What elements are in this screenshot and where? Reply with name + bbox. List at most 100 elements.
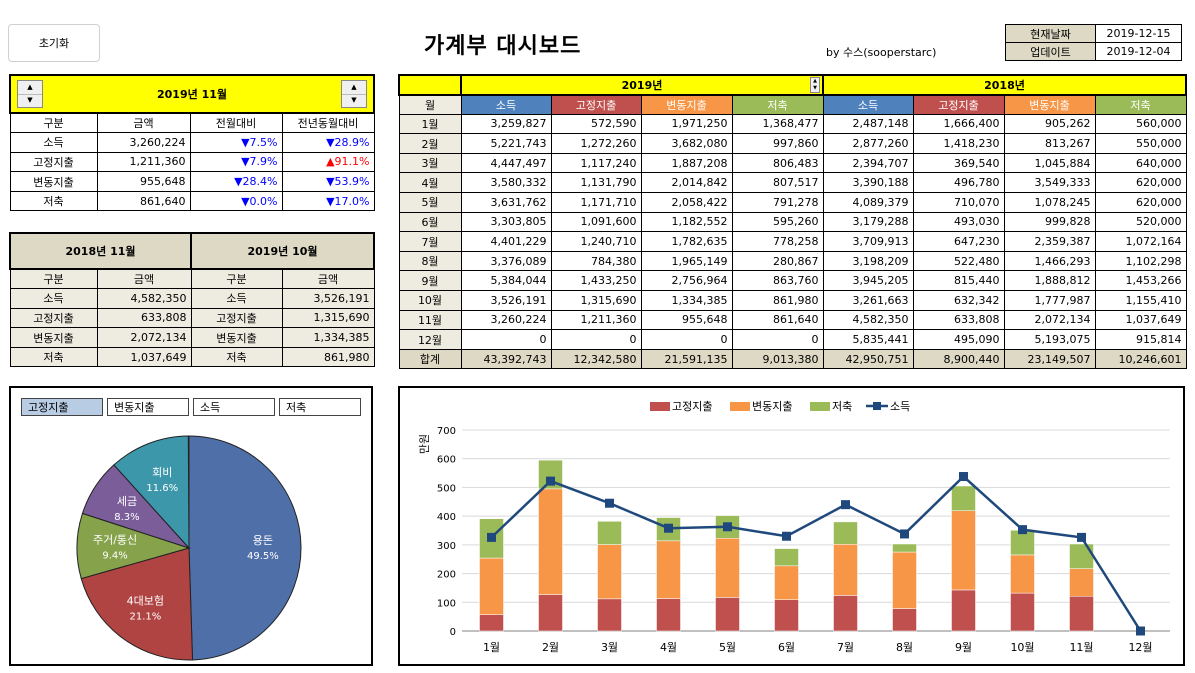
bar-segment	[951, 510, 976, 591]
bar-segment	[833, 595, 858, 632]
chevron-up-icon[interactable]: ▲	[342, 81, 366, 95]
chevron-down-icon[interactable]: ▼	[351, 96, 357, 105]
monthly-value-2019: 1,272,260	[550, 133, 642, 154]
bar-segment	[774, 548, 799, 567]
monthly-value-2019: 3,631,762	[460, 192, 552, 213]
reset-button[interactable]: 초기화	[8, 24, 100, 62]
chevron-up-icon[interactable]: ▲	[18, 81, 42, 95]
table-row: 3월 4,447,497 1,117,240 1,887,208 806,483 2,39…	[398, 152, 1187, 174]
monthly-value-2019: 1,315,690	[550, 290, 642, 311]
income-point	[959, 472, 968, 482]
monthly-value-2019: 4,401,229	[460, 231, 552, 252]
monthly-value-2019: 955,648	[640, 309, 733, 331]
monthly-value-2018: 1,666,400	[912, 113, 1005, 135]
bar-segment	[538, 488, 563, 595]
summary-row-amount: 861,640	[96, 190, 191, 212]
monthly-value-2018: 5,835,441	[822, 329, 914, 350]
monthly-value-2018: 2,072,134	[1003, 309, 1096, 331]
pie-tab[interactable]: 변동지출	[107, 398, 189, 416]
summary-row-label: 저축	[9, 190, 98, 212]
monthly-value-2018: 3,261,663	[822, 290, 914, 311]
monthly-value-2018: 1,037,649	[1094, 309, 1187, 331]
bar-segment	[597, 521, 622, 545]
monthly-value-2018: 620,000	[1094, 192, 1187, 213]
month-label: 8월	[398, 250, 462, 272]
summary-col-header-cell: 금액	[96, 112, 191, 134]
y-axis-label: 만원	[418, 434, 431, 454]
table-row: 고정지출 1,211,360 ▼7.9% ▲91.1%	[9, 151, 375, 173]
monthly-value-2018: 493,030	[912, 211, 1005, 233]
month-spinner-left[interactable]: ▲ ▼	[17, 80, 43, 108]
pie-tab[interactable]: 소득	[193, 398, 275, 416]
year-spinner[interactable]: ▲ ▼	[810, 77, 820, 93]
table-row: 저축 861,640 ▼0.0% ▼17.0%	[9, 190, 375, 212]
x-tick-label: 9월	[955, 641, 972, 654]
income-point	[605, 498, 614, 508]
year-b-header: 2018년	[822, 74, 1187, 96]
bar-segment	[892, 608, 917, 632]
month-spinner-right[interactable]: ▲ ▼	[341, 80, 367, 108]
compare-right-label: 소득	[190, 288, 283, 309]
monthly-value-2019: 1,887,208	[640, 152, 733, 174]
total-row: 합계 43,392,743 12,342,580 21,591,135 9,013,38…	[398, 348, 1187, 370]
monthly-value-2018: 999,828	[1003, 211, 1096, 233]
monthly-value-2019: 0	[550, 329, 642, 350]
y-tick-label: 0	[450, 627, 456, 638]
bar-segment	[715, 597, 740, 632]
monthly-value-2018: 1,453,266	[1094, 270, 1187, 292]
monthly-value-2019: 1,782,635	[640, 231, 733, 252]
monthly-value-2018: 520,000	[1094, 211, 1187, 233]
monthly-value-2019: 861,980	[731, 290, 824, 311]
monthly-value-2019: 572,590	[550, 113, 642, 135]
x-tick-label: 11월	[1069, 641, 1093, 654]
monthly-value-2018: 633,808	[912, 309, 1005, 331]
bar-segment	[656, 540, 681, 599]
month-label: 12월	[398, 329, 462, 350]
pie-tab[interactable]: 고정지출	[21, 398, 103, 416]
chevron-down-icon[interactable]: ▼	[813, 85, 817, 91]
bar-segment	[656, 598, 681, 632]
x-tick-label: 10월	[1010, 641, 1034, 654]
pie-slice-label: 세금	[117, 495, 137, 508]
pie-tab[interactable]: 저축	[279, 398, 361, 416]
table-row: 고정지출 633,808 고정지출 1,315,690	[9, 307, 375, 329]
x-tick-label: 1월	[483, 641, 500, 654]
month-label: 5월	[398, 192, 462, 213]
legend-entry: 소득	[866, 400, 910, 413]
summary-row-yoy: ▲91.1%	[281, 151, 375, 173]
monthly-value-2018: 4,582,350	[822, 309, 914, 331]
monthly-value-2019: 0	[640, 329, 733, 350]
compare-right-label: 변동지출	[190, 327, 283, 348]
chevron-up-icon[interactable]: ▲	[813, 78, 817, 84]
bar-segment	[774, 599, 799, 632]
legend-label: 저축	[832, 400, 852, 413]
compare-col-header-cell: 구분	[9, 268, 98, 290]
monthly-value-2018: 640,000	[1094, 152, 1187, 174]
bar-segment	[833, 544, 858, 596]
bar-segment	[951, 589, 976, 632]
compare-right-amount: 861,980	[281, 346, 375, 368]
monthly-value-2019: 595,260	[731, 211, 824, 233]
y-tick-label: 300	[437, 541, 456, 552]
monthly-value-2019: 3,526,191	[460, 290, 552, 311]
monthly-value-2018: 905,262	[1003, 113, 1096, 135]
total-value-2019: 12,342,580	[550, 348, 642, 370]
total-value-2019: 21,591,135	[640, 348, 733, 370]
table-row: 10월 3,526,191 1,315,690 1,334,385 861,980 3,2…	[398, 290, 1187, 311]
monthly-value-2019: 997,860	[731, 133, 824, 154]
x-tick-label: 8월	[896, 641, 913, 654]
month-label: 11월	[398, 309, 462, 331]
total-value-2019: 43,392,743	[460, 348, 552, 370]
chevron-down-icon[interactable]: ▼	[27, 96, 33, 105]
summary-col-header-cell: 전년동월대비	[281, 112, 375, 134]
compare-right-amount: 1,334,385	[281, 327, 375, 348]
monthly-value-2018: 710,070	[912, 192, 1005, 213]
monthly-value-2018: 1,466,293	[1003, 250, 1096, 272]
bar-segment	[597, 544, 622, 600]
monthly-value-2019: 1,117,240	[550, 152, 642, 174]
monthly-value-2018: 2,487,148	[822, 113, 914, 135]
bar-segment	[774, 565, 799, 600]
pie-slice-pct: 9.4%	[102, 551, 127, 562]
monthly-data-table: 2019년 ▲ ▼ 2018년 월 소득 고정지출 변동지출 저축 소득 고정지출 변동지출 저축…	[398, 74, 1187, 370]
bar-chart-panel: 0 100 200 300 400 500 600 700 만원 1월 2월 3월 4월 5월 6월 7월 8월…	[398, 386, 1185, 666]
